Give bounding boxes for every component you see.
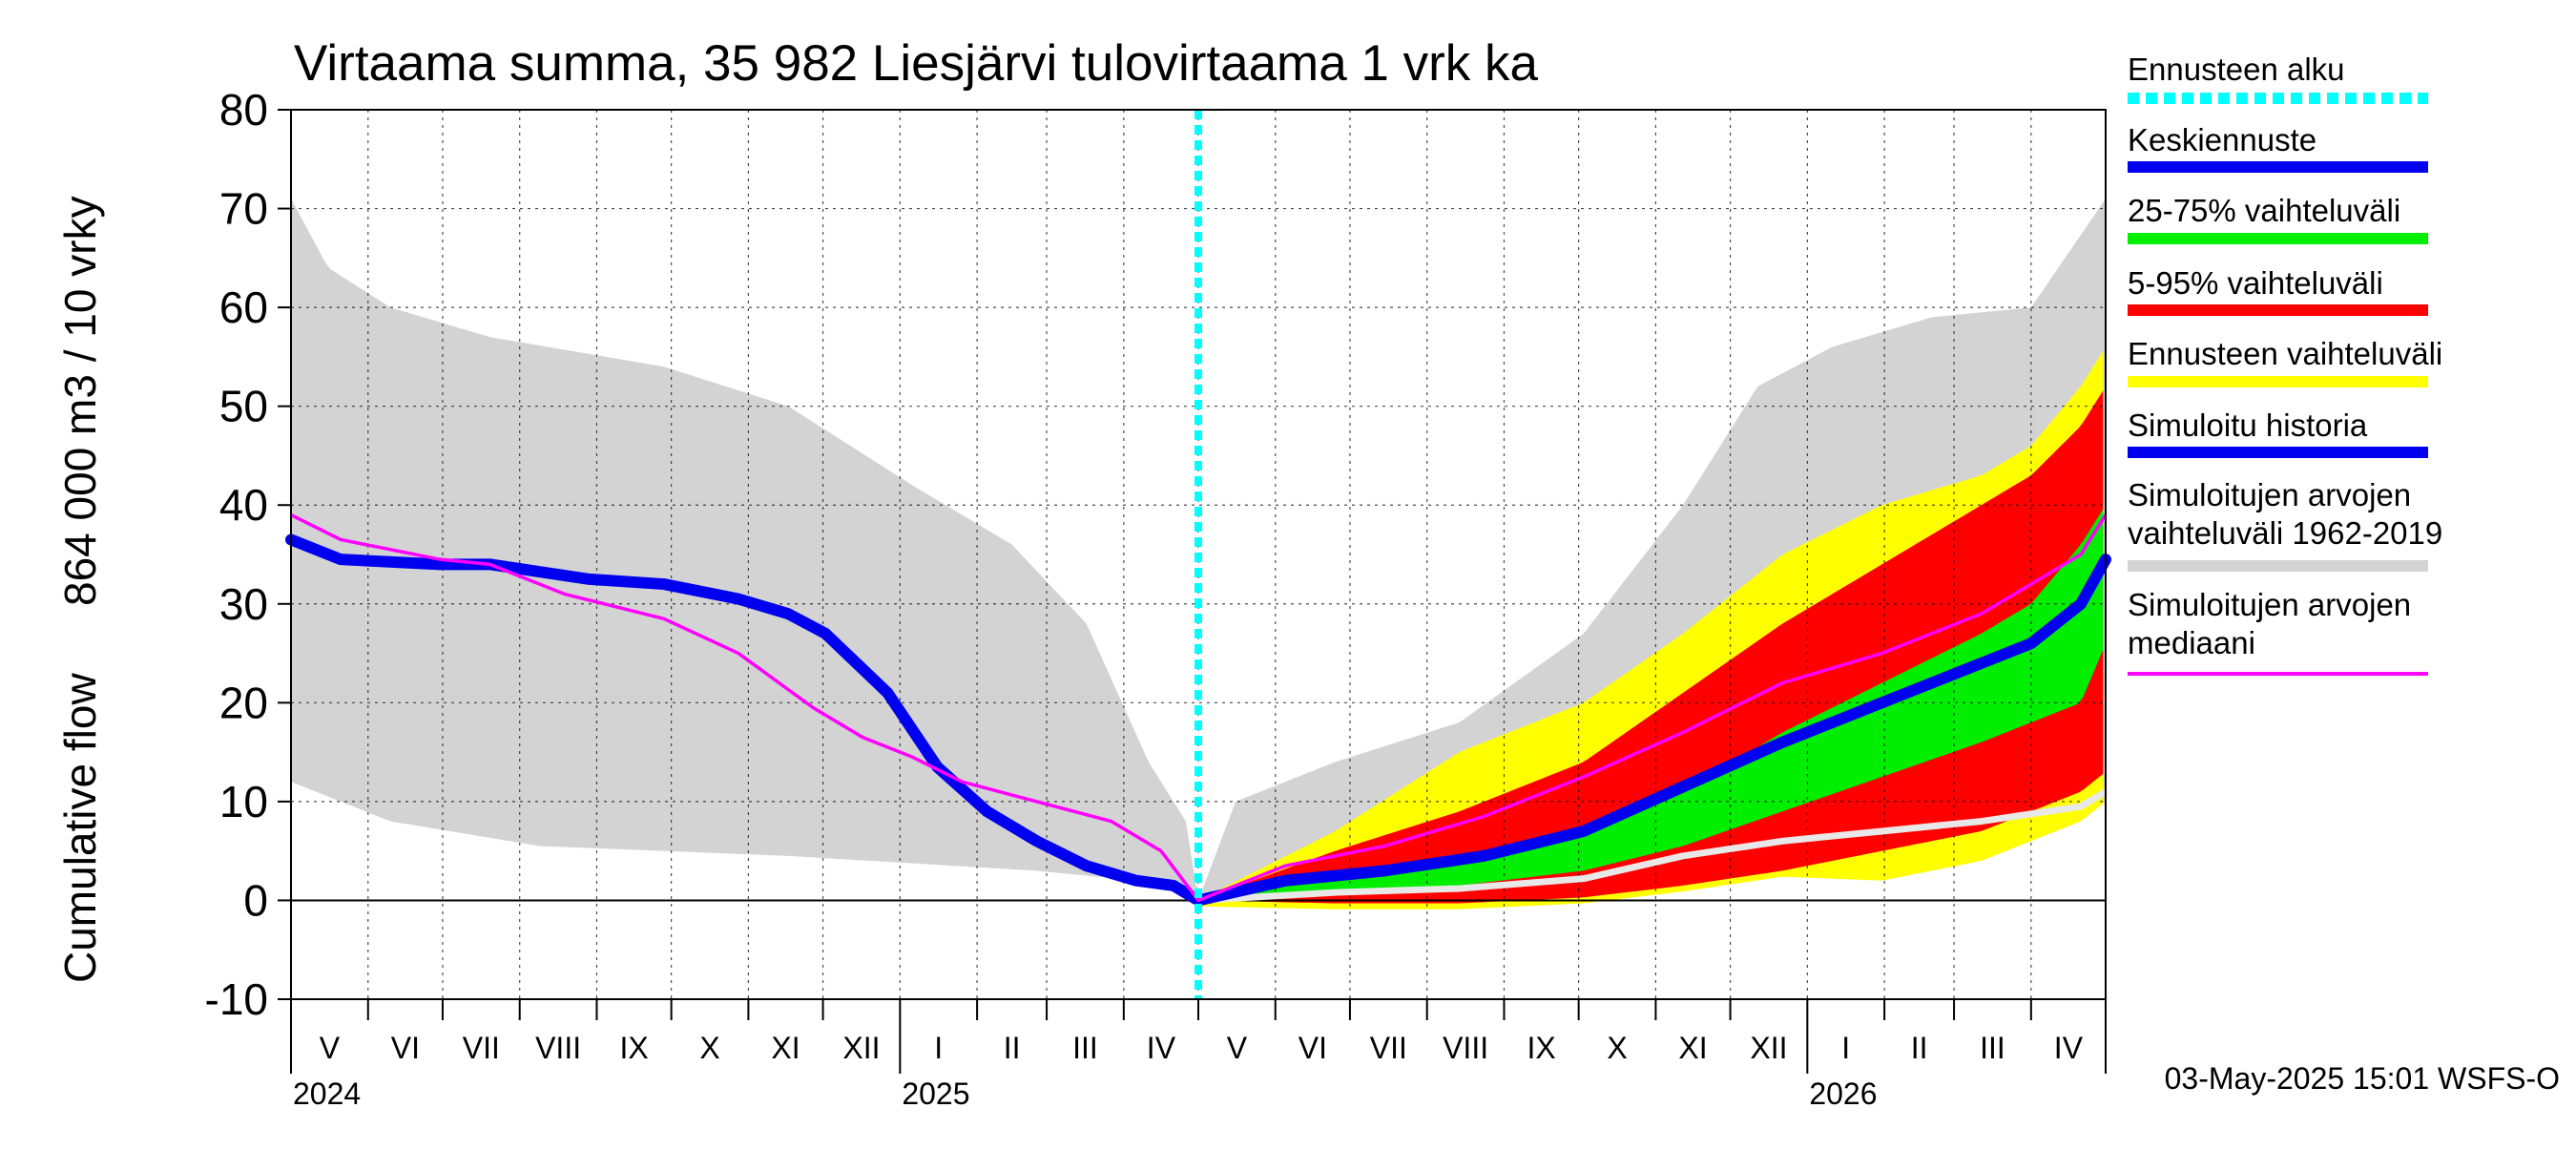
band-forecast-range-lower	[1198, 773, 2104, 910]
y-axis-label-bottom: Cumulative flow	[55, 673, 105, 983]
x-month-label: II	[1004, 1031, 1021, 1065]
x-month-label: VIII	[1443, 1031, 1488, 1065]
timestamp-footer: 03-May-2025 15:01 WSFS-O	[2165, 1061, 2560, 1096]
legend: Ennusteen alku Keskiennuste 25-75% vaihtel…	[2128, 52, 2442, 676]
x-year-label: 2025	[902, 1077, 969, 1111]
x-month-label: XI	[1678, 1031, 1707, 1065]
grid-layer	[291, 109, 2106, 1000]
y-tick-label: 20	[219, 678, 268, 727]
legend-label: Ennusteen vaihteluväli	[2128, 336, 2442, 371]
y-tick-label: 40	[219, 480, 268, 530]
y-tick-label: 60	[219, 282, 268, 332]
legend-label-line2: vaihteluväli 1962-2019	[2128, 515, 2442, 551]
y-tick-label: 70	[219, 184, 268, 234]
median-line	[290, 513, 2108, 903]
lines-layer	[285, 110, 2111, 999]
y-tick-label: 30	[219, 579, 268, 629]
legend-label-line2: mediaani	[2128, 625, 2255, 660]
x-month-label: IV	[1147, 1031, 1176, 1065]
x-year-label: 2024	[293, 1077, 361, 1111]
legend-label: 5-95% vaihteluväli	[2128, 265, 2383, 301]
y-tick-label: 0	[243, 875, 268, 925]
x-month-label: IV	[2054, 1031, 2084, 1065]
y-tick-label: 10	[219, 777, 268, 826]
x-month-label: I	[934, 1031, 943, 1065]
y-axis-label-top: 864 000 m3 / 10 vrky	[55, 196, 105, 606]
x-month-label: VII	[463, 1031, 500, 1065]
x-month-label: X	[699, 1031, 719, 1065]
x-month-label: VI	[391, 1031, 420, 1065]
y-tick-label: 50	[219, 382, 268, 431]
x-month-label: III	[1980, 1031, 2005, 1065]
keskiennuste-line	[1193, 554, 2111, 907]
chart-title: Virtaama summa, 35 982 Liesjärvi tulovir…	[294, 35, 1538, 92]
x-month-label: XII	[1750, 1031, 1787, 1065]
median-forecast-line	[1197, 788, 2108, 904]
x-month-label: XII	[842, 1031, 880, 1065]
x-month-label: IX	[619, 1031, 648, 1065]
x-month-label: VI	[1298, 1031, 1327, 1065]
y-tick-label: -10	[205, 974, 268, 1024]
x-month-label: VII	[1370, 1031, 1407, 1065]
x-month-label: II	[1911, 1031, 1928, 1065]
x-year-label: 2026	[1809, 1077, 1877, 1111]
x-month-label: III	[1072, 1031, 1098, 1065]
x-month-label: I	[1841, 1031, 1850, 1065]
x-month-label: V	[320, 1031, 341, 1065]
legend-label: Simuloitujen arvojen	[2128, 477, 2411, 512]
legend-label: Simuloitujen arvojen	[2128, 587, 2411, 622]
legend-label: 25-75% vaihteluväli	[2128, 193, 2400, 228]
x-month-label: IX	[1527, 1031, 1555, 1065]
legend-label: Simuloitu historia	[2128, 408, 2368, 443]
x-month-label: V	[1227, 1031, 1248, 1065]
x-month-label: VIII	[535, 1031, 581, 1065]
y-tick-label: 80	[219, 85, 268, 135]
band-25-75	[1198, 509, 2104, 901]
x-month-label: X	[1607, 1031, 1627, 1065]
legend-label: Keskiennuste	[2128, 122, 2316, 157]
legend-label: Ennusteen alku	[2128, 52, 2345, 87]
x-month-label: XI	[771, 1031, 800, 1065]
